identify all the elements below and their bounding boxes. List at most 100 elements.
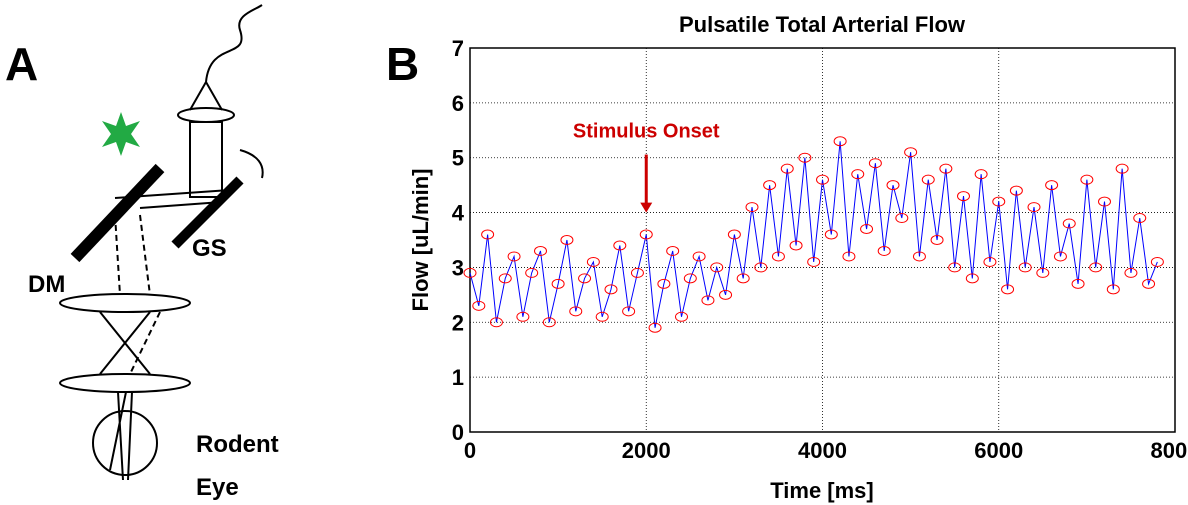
data-point bbox=[798, 152, 812, 163]
data-point bbox=[974, 169, 988, 180]
chart-title: Pulsatile Total Arterial Flow bbox=[679, 12, 966, 37]
data-point bbox=[1071, 278, 1085, 289]
data-point bbox=[939, 163, 953, 174]
dm-label: DM bbox=[28, 271, 65, 298]
data-point bbox=[1018, 262, 1032, 273]
data-point bbox=[1098, 196, 1111, 207]
y-tick-label: 2 bbox=[452, 310, 464, 335]
annotation-arrowhead bbox=[640, 202, 653, 213]
data-point bbox=[648, 322, 662, 333]
data-point bbox=[481, 229, 495, 240]
data-point bbox=[701, 295, 715, 306]
data-point bbox=[754, 262, 768, 273]
data-point bbox=[789, 240, 803, 251]
data-point bbox=[560, 235, 574, 245]
data-point bbox=[833, 136, 847, 147]
data-point bbox=[1009, 185, 1023, 196]
data-point bbox=[957, 191, 970, 202]
y-tick-label: 7 bbox=[452, 36, 464, 61]
data-point bbox=[595, 311, 609, 322]
data-point bbox=[551, 278, 565, 289]
data-point bbox=[463, 267, 477, 278]
data-point bbox=[877, 245, 891, 256]
data-point bbox=[1150, 256, 1164, 267]
beam-dashed bbox=[129, 311, 161, 375]
data-point bbox=[1089, 262, 1103, 273]
data-point bbox=[1115, 163, 1129, 174]
x-tick-label: 4000 bbox=[798, 438, 847, 463]
data-point bbox=[842, 251, 856, 262]
data-point bbox=[622, 306, 636, 317]
data-point bbox=[816, 174, 829, 185]
beam bbox=[99, 311, 151, 375]
data-point bbox=[886, 180, 900, 191]
data-point bbox=[639, 229, 653, 240]
data-point bbox=[472, 300, 486, 311]
data-point bbox=[692, 251, 706, 262]
data-point bbox=[507, 251, 521, 262]
data-point bbox=[763, 180, 777, 191]
y-tick-label: 4 bbox=[452, 201, 465, 226]
y-tick-label: 0 bbox=[452, 420, 464, 445]
eye-label: Rodent bbox=[196, 431, 279, 458]
data-point bbox=[868, 158, 882, 169]
data-point bbox=[895, 213, 909, 224]
fiber-cone bbox=[189, 81, 223, 111]
y-axis-label: Flow [uL/min] bbox=[408, 169, 433, 312]
data-point bbox=[613, 240, 627, 251]
data-point bbox=[745, 202, 759, 213]
gs-label: GS bbox=[192, 235, 227, 262]
x-tick-label: 8000 bbox=[1151, 438, 1188, 463]
data-point bbox=[851, 169, 865, 180]
data-point bbox=[534, 245, 547, 256]
data-point bbox=[1001, 284, 1015, 295]
light-source bbox=[102, 112, 140, 156]
data-point bbox=[516, 311, 530, 322]
data-point bbox=[780, 163, 794, 174]
x-tick-label: 2000 bbox=[622, 438, 671, 463]
data-point bbox=[1080, 174, 1094, 185]
data-point bbox=[719, 289, 733, 300]
data-point bbox=[675, 311, 688, 322]
data-point bbox=[569, 306, 583, 317]
data-point bbox=[630, 267, 644, 278]
data-point bbox=[604, 284, 618, 295]
data-point bbox=[586, 256, 600, 267]
fiber bbox=[205, 4, 263, 83]
data-point bbox=[1133, 213, 1147, 224]
data-point bbox=[525, 267, 539, 278]
data-point bbox=[1045, 180, 1059, 191]
data-point bbox=[824, 229, 838, 240]
data-point bbox=[807, 256, 821, 267]
data-point bbox=[948, 262, 962, 273]
data-point bbox=[965, 273, 979, 284]
data-point bbox=[1053, 251, 1067, 262]
data-point bbox=[657, 278, 671, 289]
data-point bbox=[860, 224, 874, 235]
data-point bbox=[1106, 284, 1120, 295]
eye-label: Eye bbox=[196, 474, 239, 501]
data-point bbox=[683, 273, 697, 284]
lens bbox=[59, 293, 191, 313]
data-point bbox=[904, 147, 918, 158]
beam bbox=[109, 391, 133, 481]
data-point bbox=[666, 245, 680, 256]
data-point bbox=[1027, 202, 1041, 213]
x-axis-label: Time [ms] bbox=[770, 478, 874, 503]
data-point bbox=[542, 317, 556, 328]
data-point bbox=[1142, 278, 1156, 289]
scan-arrow bbox=[239, 149, 264, 179]
data-point bbox=[930, 235, 944, 245]
x-tick-label: 0 bbox=[464, 438, 476, 463]
data-point bbox=[489, 317, 503, 328]
data-point bbox=[1036, 267, 1050, 278]
data-line bbox=[469, 141, 1158, 328]
y-tick-label: 1 bbox=[452, 365, 464, 390]
dichroic-mirror bbox=[70, 163, 165, 263]
data-point bbox=[1062, 218, 1076, 229]
x-tick-label: 6000 bbox=[974, 438, 1023, 463]
y-tick-label: 5 bbox=[452, 146, 464, 171]
data-point bbox=[983, 256, 997, 267]
y-tick-label: 6 bbox=[452, 91, 464, 116]
